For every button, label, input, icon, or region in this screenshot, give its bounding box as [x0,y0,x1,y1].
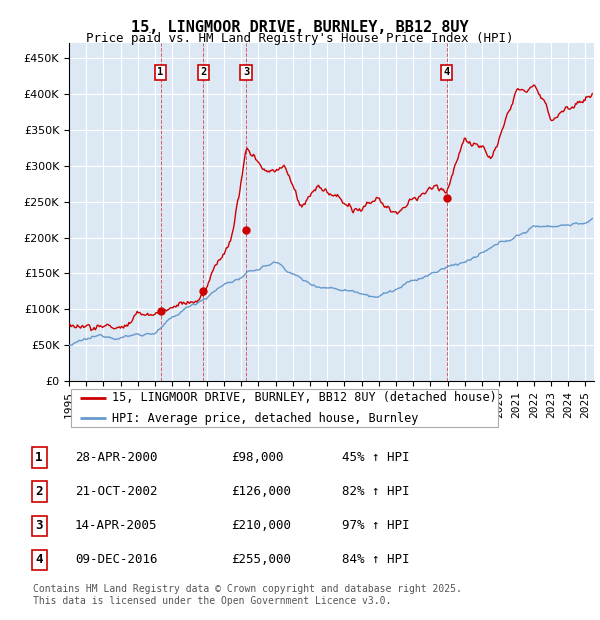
Text: 1: 1 [35,451,43,464]
Text: 82% ↑ HPI: 82% ↑ HPI [342,485,409,498]
Text: 2: 2 [35,485,43,498]
Text: 84% ↑ HPI: 84% ↑ HPI [342,554,409,566]
Text: Contains HM Land Registry data © Crown copyright and database right 2025.: Contains HM Land Registry data © Crown c… [33,584,462,594]
Text: 09-DEC-2016: 09-DEC-2016 [75,554,157,566]
Text: £210,000: £210,000 [231,520,291,532]
Text: 15, LINGMOOR DRIVE, BURNLEY, BB12 8UY (detached house): 15, LINGMOOR DRIVE, BURNLEY, BB12 8UY (d… [112,391,497,404]
Text: Price paid vs. HM Land Registry's House Price Index (HPI): Price paid vs. HM Land Registry's House … [86,32,514,45]
Text: 45% ↑ HPI: 45% ↑ HPI [342,451,409,464]
Text: £126,000: £126,000 [231,485,291,498]
Text: 28-APR-2000: 28-APR-2000 [75,451,157,464]
Text: This data is licensed under the Open Government Licence v3.0.: This data is licensed under the Open Gov… [33,596,391,606]
FancyBboxPatch shape [71,389,498,427]
Text: HPI: Average price, detached house, Burnley: HPI: Average price, detached house, Burn… [112,412,419,425]
Text: 21-OCT-2002: 21-OCT-2002 [75,485,157,498]
Text: 4: 4 [35,554,43,566]
Text: £255,000: £255,000 [231,554,291,566]
Text: 3: 3 [35,520,43,532]
Text: 3: 3 [243,67,249,77]
Text: 2: 2 [200,67,206,77]
Text: 14-APR-2005: 14-APR-2005 [75,520,157,532]
Text: 4: 4 [443,67,450,77]
Text: £98,000: £98,000 [231,451,284,464]
Text: 15, LINGMOOR DRIVE, BURNLEY, BB12 8UY: 15, LINGMOOR DRIVE, BURNLEY, BB12 8UY [131,20,469,35]
Text: 97% ↑ HPI: 97% ↑ HPI [342,520,409,532]
Text: 1: 1 [157,67,164,77]
